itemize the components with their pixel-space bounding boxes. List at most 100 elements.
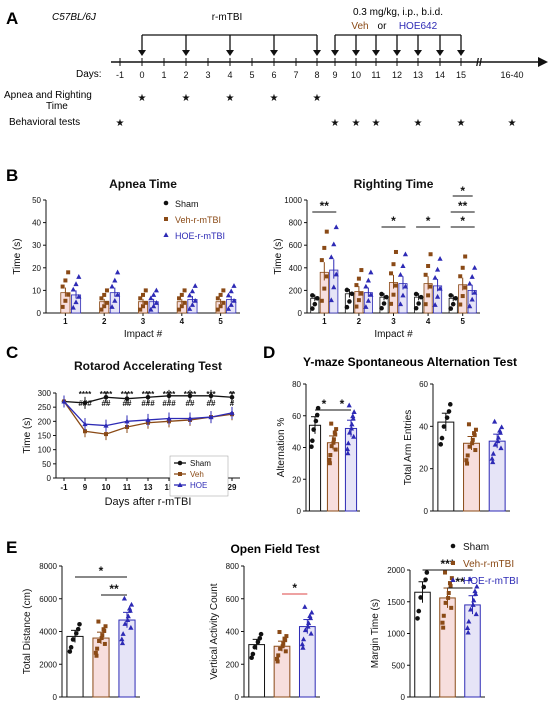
data-point [177,296,182,301]
data-point [497,427,503,433]
data-point [498,445,504,451]
y-tick-label: 0 [298,309,303,318]
data-point [221,300,226,305]
y-tick-label: 0 [235,693,240,702]
strain-label: C57BL/6J [52,12,97,23]
y-tick-label: 500 [392,661,406,670]
dose-arrow [352,35,360,56]
y-tick-label: 200 [38,417,52,426]
data-point [344,446,351,452]
data-point [215,296,220,301]
data-point [179,292,184,297]
x-tick-label: 15 [165,483,174,492]
arrow-head [352,50,360,56]
significance-marker: ** [455,575,465,589]
x-tick-label: 3 [391,317,396,326]
data-point [467,576,473,582]
x-tick-label: 5 [218,317,223,326]
data-point [70,304,76,310]
data-point [465,629,471,635]
significance-marker: * [391,214,396,228]
data-point [331,437,336,442]
data-point [94,653,99,658]
data-point [319,298,324,303]
data-point [334,427,339,432]
data-point [189,288,196,294]
x-tick-label: 1 [322,317,327,326]
apnea-time-chart: Apnea Time 0 10 20 30 40 50 Time (s) Impact # 1 2 3… [12,177,246,340]
y-tick-label: 40 [32,219,41,228]
impact-arrow [313,35,321,56]
data-point [384,294,389,300]
data-point [453,296,458,301]
x-axis-label: Impact # [124,329,163,340]
data-point [300,644,306,650]
behavior-day-star: ★ [352,118,361,129]
data-point [333,271,339,277]
data-point [465,461,470,466]
y-axis-label: Alternation % [276,418,287,478]
apnea-day-star: ★ [182,93,191,104]
x-tick-label: 10 [102,483,111,492]
significance-marker: * [292,581,297,595]
y-tick-label: 150 [38,432,52,441]
arrow-head [182,50,190,56]
apnea-day-star: ★ [270,93,279,104]
ymaze-arm-entries-chart: 0 20 40 60 Total Arm Entries [403,380,510,516]
y-tick-label: 250 [38,403,52,412]
y-tick-label: 30 [32,241,41,250]
data-point [138,296,143,301]
data-point [499,424,505,430]
legend-marker [163,232,169,237]
series-point [61,398,67,404]
arrow-head [331,50,339,56]
data-point [354,304,359,309]
data-point [464,625,471,630]
significance-marker: * [426,214,431,228]
data-point [423,302,428,307]
data-point [349,291,355,297]
chart-title: Apnea Time [109,177,177,191]
y-axis-label: Total Arm Entries [403,410,414,486]
arrow-head [457,50,465,56]
data-point [359,291,364,296]
y-tick-label: 80 [292,380,301,389]
bar-sham [248,644,266,698]
data-point [299,641,305,647]
apnea-row-label-2: Time [46,101,68,112]
y-tick-label: 40 [419,422,428,431]
arrow-head [313,50,321,56]
significance-marker: *** [440,557,454,571]
data-point [276,653,281,658]
legend-box [158,194,246,248]
legend-marker [451,561,455,565]
data-point [128,601,135,607]
significance-star: **** [100,390,113,399]
data-point [381,301,387,306]
data-point [368,269,374,275]
y-tick-label: 0 [53,693,58,702]
timeline-panel: C57BL/6J r-mTBI 0.3 mg/kg, i.p., b.i.d. … [4,7,548,129]
data-point [109,283,115,289]
y-tick-label: 200 [289,286,303,295]
data-point [68,645,74,650]
data-point [312,301,318,307]
data-point [466,422,471,427]
data-point [192,297,198,303]
data-point [284,634,289,639]
data-point [472,289,478,295]
data-point [470,437,475,442]
data-point [328,297,334,303]
dose-arrow [436,35,444,56]
data-point [365,297,371,303]
data-point [215,307,220,312]
data-point [103,624,108,629]
data-point [426,293,431,298]
data-point [309,609,315,615]
bar-sham [414,591,431,698]
data-point [327,461,332,466]
data-point [464,458,469,463]
behavior-day-star: ★ [414,118,423,129]
data-point [278,646,283,651]
data-point [315,405,321,411]
